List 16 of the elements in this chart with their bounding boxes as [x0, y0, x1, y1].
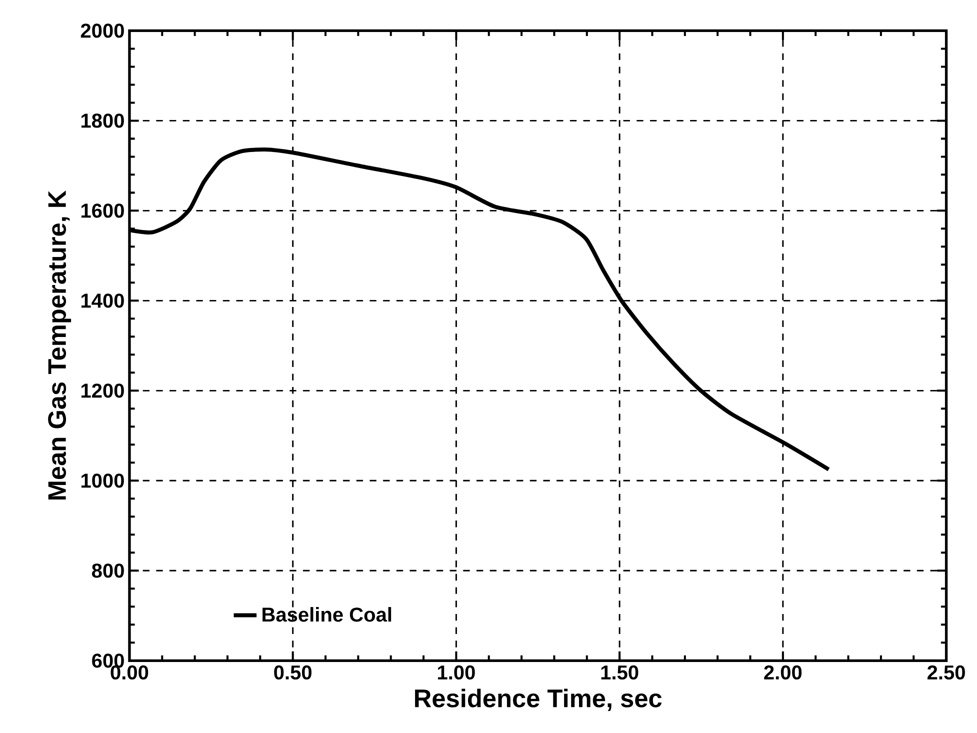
x-tick-label: 1.00: [438, 666, 475, 680]
y-tick-label: 1400: [81, 294, 124, 308]
y-tick-label: 1000: [81, 474, 124, 488]
y-tick-label: 2000: [80, 24, 124, 38]
x-axis-title: Residence Time, sec: [415, 688, 662, 712]
y-tick-label: 1800: [81, 114, 124, 128]
y-tick-label: 800: [92, 564, 124, 578]
x-tick-label: 0.50: [274, 666, 312, 680]
y-tick-label: 1600: [81, 204, 124, 218]
x-tick-label: 0.00: [110, 666, 148, 680]
y-tick-label: 1200: [81, 384, 124, 398]
x-tick-label: 2.00: [764, 666, 802, 680]
x-tick-label: 1.50: [601, 666, 638, 680]
y-axis-title: Mean Gas Temperature, K: [48, 190, 72, 500]
legend-label: Baseline Coal: [262, 607, 392, 622]
x-tick-label: 2.50: [928, 666, 965, 680]
